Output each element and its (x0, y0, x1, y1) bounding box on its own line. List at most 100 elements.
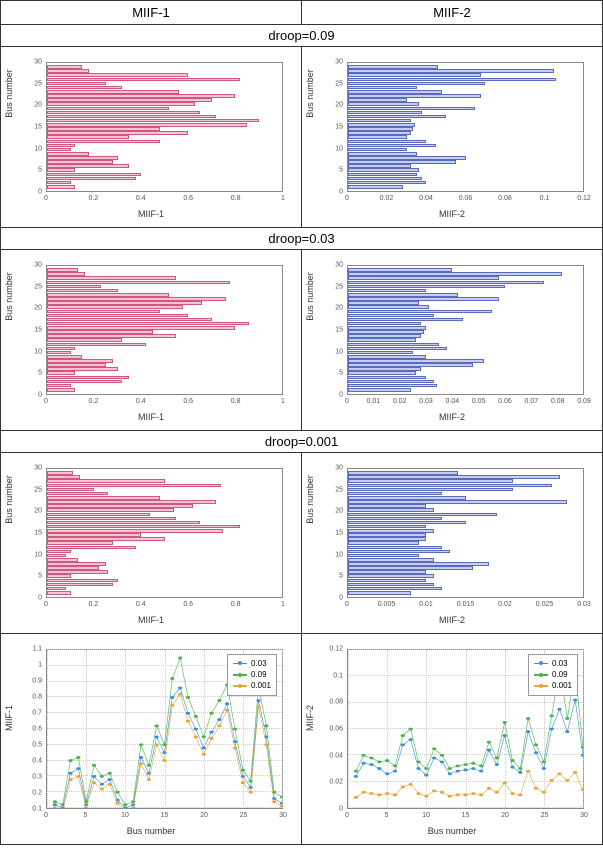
bar (47, 173, 141, 177)
chart-miif2-009: Bus number MIIF-2 05101520253000.020.040… (302, 47, 602, 227)
bar (348, 107, 475, 111)
bar (47, 529, 223, 533)
bar (47, 579, 118, 583)
bar (47, 574, 71, 578)
bar (348, 562, 489, 566)
bar (348, 102, 419, 106)
line-chart-miif1: MIIF-1 Bus number 0.030.090.0010.10.20.3… (1, 634, 302, 844)
bar (47, 152, 89, 156)
legend: 0.030.090.001 (528, 654, 578, 696)
chart-row-0: Bus number MIIF-1 05101520253000.20.40.6… (1, 47, 602, 228)
bar (47, 376, 129, 380)
bar (47, 388, 75, 392)
bar (47, 115, 216, 119)
bar (47, 65, 82, 69)
bar (348, 554, 419, 558)
line-chart-miif2: MIIF-2 Bus number 0.030.090.00100.020.04… (302, 634, 602, 844)
bar (47, 513, 150, 517)
bar (47, 517, 176, 521)
chart-miif2-0001: Bus number MIIF-2 05101520253000.0050.01… (302, 453, 602, 633)
bar (348, 181, 426, 185)
bar (47, 144, 75, 148)
bar (47, 554, 66, 558)
bar (348, 550, 450, 554)
bar (47, 330, 153, 334)
bar (348, 276, 499, 280)
bar (47, 111, 200, 115)
bar (348, 156, 466, 160)
bar (47, 363, 106, 367)
bar (47, 508, 174, 512)
bar (47, 281, 230, 285)
bar (348, 152, 417, 156)
bar (47, 525, 240, 529)
bar (348, 380, 434, 384)
chart-row-2: Bus number MIIF-1 05101520253000.20.40.6… (1, 453, 602, 634)
bar (348, 471, 458, 475)
bar (47, 338, 122, 342)
bar (348, 73, 481, 77)
bar (47, 537, 165, 541)
bar (47, 164, 129, 168)
bar (348, 533, 426, 537)
bar (348, 558, 434, 562)
bar (348, 359, 484, 363)
bar (348, 272, 562, 276)
chart-miif1-003: Bus number MIIF-1 05101520253000.20.40.6… (1, 250, 302, 430)
bar (47, 268, 78, 272)
bar (348, 343, 439, 347)
bar (47, 384, 71, 388)
bar (47, 119, 259, 123)
bar (47, 591, 71, 595)
bar (348, 281, 544, 285)
bar (348, 65, 438, 69)
bar (348, 119, 411, 123)
chart-miif1-009: Bus number MIIF-1 05101520253000.20.40.6… (1, 47, 302, 227)
section-title-0: droop=0.09 (1, 25, 602, 47)
bar (348, 587, 442, 591)
bar (348, 351, 413, 355)
bar (348, 144, 436, 148)
bar (348, 591, 411, 595)
bar (47, 293, 169, 297)
bar (348, 305, 429, 309)
bar (348, 160, 456, 164)
bar (348, 177, 422, 181)
bar (47, 367, 118, 371)
bar (47, 533, 141, 537)
bar (348, 496, 466, 500)
bar (47, 566, 99, 570)
bar (47, 94, 235, 98)
bar (47, 471, 73, 475)
bar (47, 305, 183, 309)
bar (348, 363, 473, 367)
bar (47, 276, 176, 280)
bar (47, 168, 75, 172)
bar (348, 570, 426, 574)
section-title-2: droop=0.001 (1, 431, 602, 453)
bar (47, 98, 212, 102)
bar (47, 475, 80, 479)
bar (348, 310, 492, 314)
bar (348, 541, 419, 545)
bar (348, 301, 419, 305)
bar (47, 160, 113, 164)
bar (47, 285, 101, 289)
bar (348, 479, 513, 483)
bar (47, 570, 108, 574)
bar (348, 384, 437, 388)
bar (47, 587, 66, 591)
bar (348, 164, 411, 168)
bar (47, 343, 146, 347)
bar (47, 322, 249, 326)
bar (47, 347, 75, 351)
bar (47, 301, 202, 305)
bar (47, 156, 118, 160)
bar (47, 500, 216, 504)
bar (47, 488, 94, 492)
bar (348, 492, 442, 496)
bar (348, 131, 411, 135)
bar (47, 69, 89, 73)
bar (348, 185, 403, 189)
bar (47, 78, 240, 82)
